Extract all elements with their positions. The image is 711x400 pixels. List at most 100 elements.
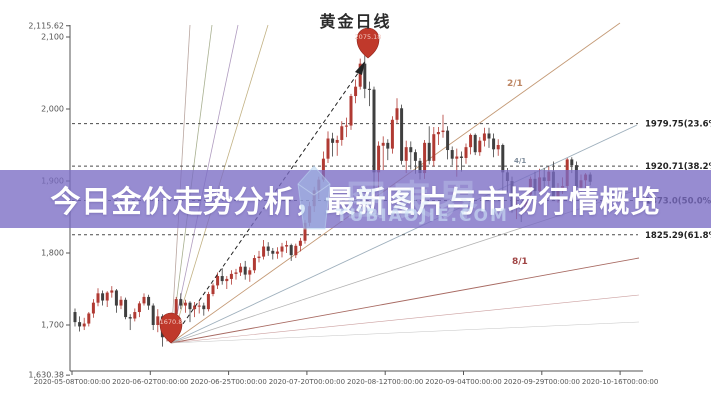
price-balloon bbox=[356, 27, 380, 59]
y-tick-label: 1,700 bbox=[41, 321, 64, 330]
candle-body bbox=[432, 134, 436, 161]
candle-body bbox=[289, 245, 293, 256]
candle-body bbox=[395, 108, 399, 120]
candle-body bbox=[570, 159, 574, 166]
candle-body bbox=[446, 130, 450, 151]
candle-body bbox=[492, 138, 496, 150]
candle-body bbox=[349, 96, 353, 126]
y-tick-label: 2,115.62 bbox=[28, 21, 64, 30]
candle-body bbox=[496, 145, 500, 150]
candle-body bbox=[105, 292, 109, 301]
candle-body bbox=[234, 272, 238, 274]
candle-body bbox=[128, 317, 132, 319]
candle-body bbox=[478, 140, 482, 153]
candle-body bbox=[252, 258, 256, 271]
candle-body bbox=[450, 150, 454, 159]
candle-body bbox=[220, 276, 224, 282]
candle-body bbox=[441, 130, 445, 133]
candle-body bbox=[156, 316, 160, 325]
candle-body bbox=[275, 251, 279, 254]
candle-body bbox=[183, 302, 187, 306]
candle-body bbox=[229, 273, 233, 279]
candle-body bbox=[225, 278, 229, 282]
candle-body bbox=[372, 89, 376, 173]
candle-body bbox=[174, 299, 178, 315]
y-tick-label: 1,800 bbox=[41, 249, 64, 258]
candle-body bbox=[257, 256, 261, 259]
candle-body bbox=[96, 293, 100, 303]
candle-body bbox=[473, 134, 477, 153]
candle-body bbox=[133, 312, 137, 319]
candle-body bbox=[423, 142, 427, 174]
candle-body bbox=[367, 88, 371, 90]
x-tick-label: 2020-08-12T00:00:00 bbox=[347, 378, 423, 386]
candle-body bbox=[202, 305, 206, 310]
y-tick-label: 2,100 bbox=[41, 33, 64, 42]
candle-body bbox=[78, 322, 82, 327]
candle-body bbox=[73, 312, 77, 323]
candle-body bbox=[110, 290, 114, 293]
candle-body bbox=[298, 240, 302, 246]
candle-body bbox=[326, 138, 330, 159]
candle-body bbox=[216, 276, 220, 286]
candle-body bbox=[409, 147, 413, 153]
candle-body bbox=[455, 156, 459, 159]
gann-fan-label: 2/1 bbox=[507, 79, 523, 89]
candle-body bbox=[211, 285, 215, 295]
candle-body bbox=[335, 139, 339, 143]
candle-body bbox=[400, 108, 404, 161]
gann-fan-line bbox=[170, 294, 640, 344]
candle-body bbox=[386, 142, 390, 149]
price-balloon-label: 2075.18 bbox=[355, 33, 382, 41]
chart-title: 黄金日线 bbox=[319, 12, 392, 31]
candle-body bbox=[206, 294, 210, 310]
axes: 2,115.622,1002,0001,9001,8001,7001,630.3… bbox=[28, 21, 658, 386]
fib-level-label: 1920.71(38.2%) bbox=[645, 162, 711, 172]
candle-body bbox=[358, 63, 362, 87]
x-tick-label: 2020-06-25T00:00:00 bbox=[190, 378, 266, 386]
candle-body bbox=[266, 246, 270, 251]
annotations-layer: 2075.18 1670.8 bbox=[159, 27, 382, 344]
fib-level-label: 1825.29(61.8%) bbox=[645, 231, 711, 241]
candle-body bbox=[197, 305, 201, 307]
candle-body bbox=[193, 305, 197, 310]
headline-text: 今日金价走势分析，最新图片与市场行情概览 bbox=[50, 185, 661, 220]
candle-body bbox=[427, 142, 431, 161]
price-balloon-label: 1670.8 bbox=[160, 318, 183, 326]
candle-body bbox=[114, 290, 118, 306]
candle-body bbox=[381, 142, 385, 146]
x-tick-label: 2020-06-02T00:00:00 bbox=[112, 378, 188, 386]
x-tick-label: 2020-07-20T00:00:00 bbox=[269, 378, 345, 386]
price-balloon bbox=[159, 312, 183, 344]
candle-body bbox=[363, 63, 367, 89]
candle-body bbox=[482, 133, 486, 141]
trend-arrow-head bbox=[355, 61, 365, 75]
x-tick-label: 2020-05-08T00:00:00 bbox=[34, 378, 110, 386]
candle-body bbox=[124, 299, 128, 318]
candle-body bbox=[188, 302, 192, 310]
candle-body bbox=[436, 132, 440, 135]
candle-body bbox=[344, 125, 348, 127]
candle-body bbox=[248, 270, 252, 275]
x-tick-label: 2020-09-29T00:00:00 bbox=[504, 378, 580, 386]
candle-body bbox=[239, 266, 243, 273]
candle-body bbox=[82, 323, 86, 327]
gann-fan-line bbox=[170, 321, 640, 344]
candle-body bbox=[271, 250, 275, 254]
candle-body bbox=[404, 147, 408, 161]
x-tick-label: 2020-09-04T00:00:00 bbox=[425, 378, 501, 386]
fib-level-label: 1979.75(23.6%) bbox=[645, 120, 711, 130]
candle-body bbox=[418, 160, 422, 174]
candle-body bbox=[331, 138, 335, 143]
candle-body bbox=[147, 296, 151, 306]
gann-fan-label: 8/1 bbox=[512, 257, 528, 267]
candle-body bbox=[285, 245, 289, 247]
candle-body bbox=[464, 147, 468, 158]
candle-body bbox=[354, 86, 358, 97]
candle-body bbox=[390, 119, 394, 149]
candle-body bbox=[262, 246, 266, 257]
candle-body bbox=[459, 156, 463, 158]
candle-body bbox=[340, 126, 344, 140]
candle-body bbox=[303, 222, 307, 241]
